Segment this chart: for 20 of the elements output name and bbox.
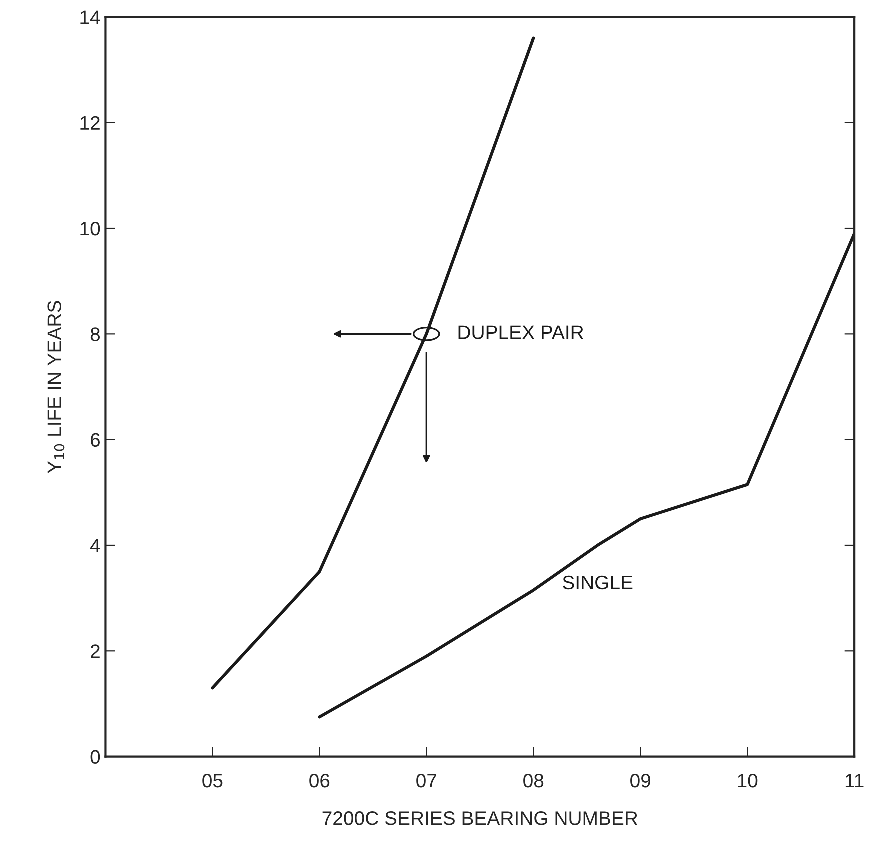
x-tick-label: 11: [846, 774, 864, 788]
x-tick-label: 09: [630, 774, 651, 788]
y-tick-label: 4: [90, 539, 100, 553]
x-tick-label: 05: [202, 774, 223, 788]
y-tick-label: 0: [90, 750, 100, 764]
x-tick-label: 07: [416, 774, 436, 788]
y-tick-label: 10: [80, 222, 100, 236]
y-axis-title: Y$_{10}$ LIFE IN YEARS: [48, 301, 65, 474]
x-axis-title: 7200C SERIES BEARING NUMBER: [322, 812, 638, 826]
y-tick-label: 2: [91, 644, 100, 658]
x-tick-label: 06: [310, 774, 330, 788]
x-tick-label: 08: [524, 774, 544, 788]
y-tick-label: 8: [90, 328, 100, 342]
y-tick-label: 12: [80, 116, 100, 130]
y-tick-label: 6: [91, 433, 100, 448]
series-label: SINGLE: [563, 576, 633, 590]
series-label: DUPLEX PAIR: [458, 326, 584, 340]
y-tick-label: 14: [80, 10, 100, 24]
x-tick-label: 10: [738, 774, 758, 788]
line-series: [211, 36, 536, 690]
